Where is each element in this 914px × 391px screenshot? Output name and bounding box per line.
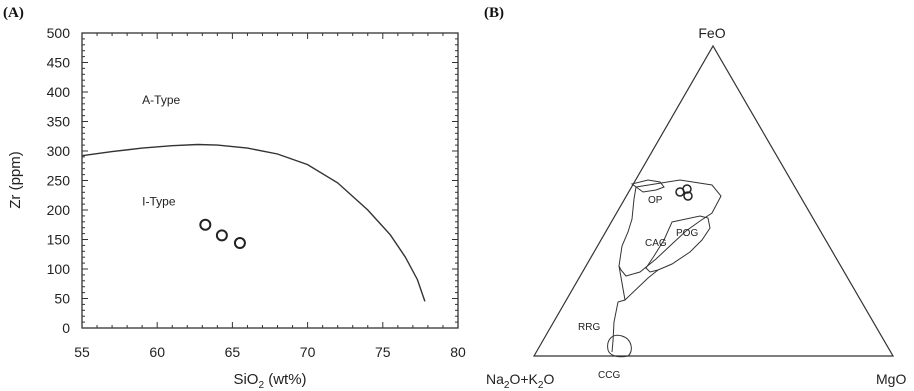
y-tick-label: 350	[47, 114, 71, 130]
field-label-op: OP	[648, 195, 663, 206]
afm-ternary-diagram: OP CAG POG RRG CCG FeO Na2O+K2O MgO	[486, 25, 906, 391]
sample-point	[215, 229, 228, 242]
cag-field-boundary	[618, 179, 722, 277]
y-tick-label: 500	[47, 25, 71, 41]
field-label: A-Type	[142, 93, 180, 107]
y-tick-label: 100	[47, 261, 71, 277]
y-tick-label: 300	[47, 143, 71, 159]
x-tick-label: 80	[450, 344, 466, 360]
y-tick-label: 150	[47, 232, 71, 248]
pog-field-boundary	[645, 215, 711, 273]
x-axis-ticks: 55 60 65 70 75 80	[74, 33, 466, 360]
plot-frame-a	[81, 32, 459, 329]
panel-a-label: (A)	[3, 5, 24, 21]
vertex-label-mgo: MgO	[876, 371, 906, 387]
x-tick-label: 70	[300, 344, 316, 360]
y-axis-title: Zr (ppm)	[7, 151, 24, 209]
x-tick-label: 65	[225, 344, 241, 360]
op-field-boundary	[630, 179, 665, 193]
ccg-field-boundary	[607, 334, 632, 358]
rrg-field-boundary	[618, 265, 659, 302]
y-tick-label: 50	[54, 291, 70, 307]
field-label: I-Type	[142, 194, 176, 208]
x-tick-label: 55	[74, 344, 90, 360]
field-label-ccg: CCG	[598, 370, 620, 381]
sample-point	[199, 218, 212, 231]
y-axis-ticks: 0 50 100 150 200 250 300 350 400 450 500	[47, 25, 458, 336]
y-tick-label: 450	[47, 55, 71, 71]
y-tick-label: 200	[47, 202, 71, 218]
field-labels-a: A-Type I-Type	[142, 93, 180, 208]
x-tick-label: 60	[149, 344, 165, 360]
ternary-sample-point	[683, 191, 693, 201]
ternary-sample-point	[682, 184, 692, 194]
x-axis-title: SiO2 (wt%)	[233, 371, 306, 391]
ternary-triangle	[532, 44, 895, 357]
zr-vs-sio2-chart: 55 60 65 70 75 80 0 50 100 150 200 250 300 350 400 450…	[7, 25, 466, 391]
sample-point	[233, 237, 246, 250]
field-label-rrg: RRG	[578, 322, 600, 333]
y-tick-label: 400	[47, 84, 71, 100]
vertex-label-alkali: Na2O+K2O	[486, 371, 554, 391]
field-label-cag: CAG	[645, 238, 667, 249]
rrg-lower-boundary	[611, 299, 626, 353]
a-type-i-type-boundary	[81, 143, 426, 302]
vertex-label-feo: FeO	[698, 25, 725, 41]
y-tick-label: 250	[47, 173, 71, 189]
sample-points-a	[199, 218, 246, 250]
y-tick-label: 0	[62, 320, 70, 336]
field-label-pog: POG	[676, 228, 698, 239]
panel-b-label: (B)	[484, 5, 504, 21]
x-tick-label: 75	[375, 344, 391, 360]
